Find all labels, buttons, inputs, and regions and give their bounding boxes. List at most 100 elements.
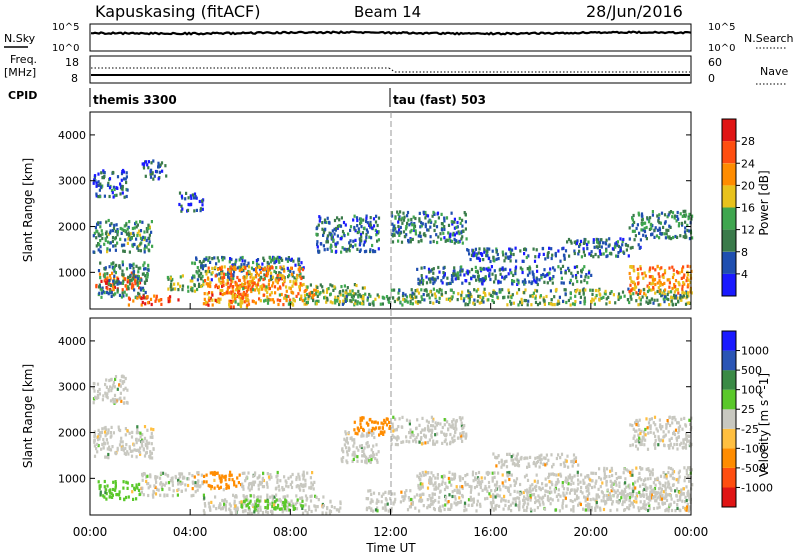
heatmap-cell bbox=[508, 247, 511, 251]
heatmap-cell bbox=[410, 221, 413, 225]
heatmap-cell bbox=[514, 497, 517, 501]
heatmap-cell bbox=[253, 473, 256, 477]
heatmap-cell bbox=[608, 474, 611, 479]
heatmap-cell bbox=[122, 279, 125, 283]
heatmap-cell bbox=[103, 485, 106, 489]
heatmap-cell bbox=[662, 275, 665, 279]
heatmap-cell bbox=[198, 485, 201, 489]
heatmap-cell bbox=[460, 424, 463, 428]
heatmap-cell bbox=[429, 300, 432, 304]
power-ylabel: Slant Range [km] bbox=[21, 158, 35, 262]
heatmap-cell bbox=[254, 288, 257, 292]
heatmap-cell bbox=[616, 489, 619, 493]
heatmap-cell bbox=[461, 224, 464, 228]
heatmap-cell bbox=[418, 476, 421, 480]
heatmap-cell bbox=[104, 232, 108, 236]
heatmap-cell bbox=[239, 296, 242, 301]
heatmap-cell bbox=[180, 472, 184, 476]
heatmap-cell bbox=[151, 456, 154, 460]
heatmap-cell bbox=[97, 432, 100, 437]
heatmap-cell bbox=[538, 301, 542, 305]
heatmap-cell bbox=[124, 452, 127, 456]
heatmap-cell bbox=[648, 269, 651, 273]
heatmap-cell bbox=[504, 499, 507, 503]
heatmap-cell bbox=[122, 388, 125, 392]
heatmap-cell bbox=[511, 293, 514, 297]
heatmap-cell bbox=[453, 217, 456, 221]
heatmap-cell bbox=[206, 301, 209, 305]
heatmap-cell bbox=[424, 473, 427, 477]
heatmap-cell bbox=[677, 217, 680, 221]
heatmap-cell bbox=[528, 265, 531, 269]
heatmap-cell bbox=[112, 279, 115, 283]
heatmap-cell bbox=[353, 450, 356, 454]
heatmap-cell bbox=[376, 509, 379, 513]
heatmap-cell bbox=[577, 478, 580, 482]
heatmap-cell bbox=[216, 267, 220, 271]
heatmap-cell bbox=[229, 470, 232, 474]
heatmap-cell bbox=[637, 211, 640, 215]
heatmap-cell bbox=[433, 492, 436, 496]
heatmap-cell bbox=[142, 235, 145, 239]
heatmap-cell bbox=[432, 287, 435, 291]
heatmap-cell bbox=[637, 213, 641, 217]
heatmap-cell bbox=[471, 470, 475, 474]
heatmap-cell bbox=[98, 387, 101, 392]
heatmap-cell bbox=[549, 502, 552, 506]
heatmap-cell bbox=[138, 295, 141, 299]
heatmap-cell bbox=[114, 488, 117, 492]
heatmap-cell bbox=[457, 230, 460, 234]
heatmap-cell bbox=[494, 489, 497, 493]
heatmap-cell bbox=[95, 192, 98, 196]
heatmap-cell bbox=[184, 488, 187, 492]
heatmap-cell bbox=[407, 218, 410, 222]
heatmap-cell bbox=[481, 282, 484, 286]
heatmap-cell bbox=[360, 425, 363, 429]
heatmap-cell bbox=[619, 475, 622, 479]
heatmap-cell bbox=[340, 237, 343, 241]
heatmap-cell bbox=[567, 298, 570, 303]
heatmap-cell bbox=[144, 267, 147, 271]
heatmap-cell bbox=[105, 488, 108, 492]
heatmap-cell bbox=[557, 473, 560, 477]
heatmap-cell bbox=[242, 276, 245, 280]
heatmap-cell bbox=[561, 481, 564, 485]
heatmap-cell bbox=[636, 223, 639, 227]
heatmap-cell bbox=[105, 220, 108, 224]
heatmap-cell bbox=[467, 503, 470, 507]
heatmap-cell bbox=[134, 282, 137, 286]
heatmap-cell bbox=[148, 233, 151, 237]
heatmap-cell bbox=[301, 496, 304, 500]
heatmap-cell bbox=[639, 267, 642, 271]
heatmap-cell bbox=[352, 297, 355, 302]
heatmap-cell bbox=[197, 471, 200, 475]
heatmap-cell bbox=[221, 278, 224, 282]
heatmap-cell bbox=[491, 299, 494, 303]
heatmap-cell bbox=[440, 475, 443, 479]
heatmap-cell bbox=[468, 281, 471, 286]
heatmap-cell bbox=[118, 493, 121, 497]
heatmap-cell bbox=[365, 232, 368, 237]
heatmap-cell bbox=[271, 494, 274, 498]
heatmap-cell bbox=[356, 302, 359, 306]
heatmap-cell bbox=[289, 301, 292, 305]
heatmap-cell bbox=[472, 479, 475, 483]
heatmap-cell bbox=[561, 247, 564, 251]
heatmap-cell bbox=[167, 287, 170, 291]
heatmap-cell bbox=[415, 493, 419, 497]
heatmap-cell bbox=[111, 397, 114, 401]
heatmap-cell bbox=[535, 289, 539, 293]
heatmap-cell bbox=[200, 284, 204, 288]
heatmap-cell bbox=[635, 299, 638, 303]
heatmap-cell bbox=[177, 487, 180, 492]
heatmap-cell bbox=[678, 282, 681, 286]
heatmap-cell bbox=[523, 475, 527, 479]
heatmap-cell bbox=[113, 276, 116, 281]
heatmap-cell bbox=[344, 432, 348, 436]
heatmap-cell bbox=[560, 452, 564, 456]
heatmap-cell bbox=[449, 232, 452, 236]
heatmap-cell bbox=[656, 506, 659, 510]
heatmap-cell bbox=[575, 489, 578, 493]
heatmap-cell bbox=[493, 259, 496, 263]
heatmap-cell bbox=[221, 284, 224, 288]
